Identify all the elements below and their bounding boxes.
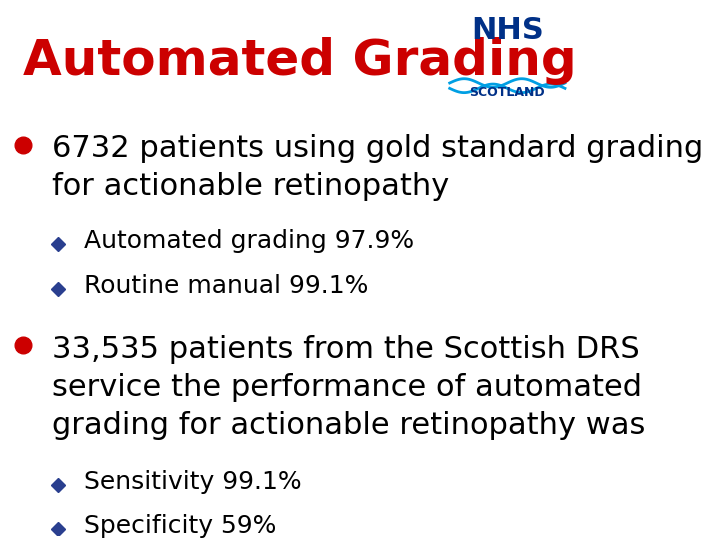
Text: Sensitivity 99.1%: Sensitivity 99.1% (84, 470, 301, 494)
Text: 6732 patients using gold standard grading
for actionable retinopathy: 6732 patients using gold standard gradin… (52, 134, 703, 201)
Text: Specificity 59%: Specificity 59% (84, 514, 276, 538)
Text: Automated Grading: Automated Grading (23, 37, 577, 85)
Text: Automated grading 97.9%: Automated grading 97.9% (84, 229, 414, 253)
Text: SCOTLAND: SCOTLAND (469, 86, 545, 99)
Text: 33,535 patients from the Scottish DRS
service the performance of automated
gradi: 33,535 patients from the Scottish DRS se… (52, 335, 645, 440)
Text: NHS: NHS (471, 16, 544, 45)
Text: Routine manual 99.1%: Routine manual 99.1% (84, 274, 368, 299)
